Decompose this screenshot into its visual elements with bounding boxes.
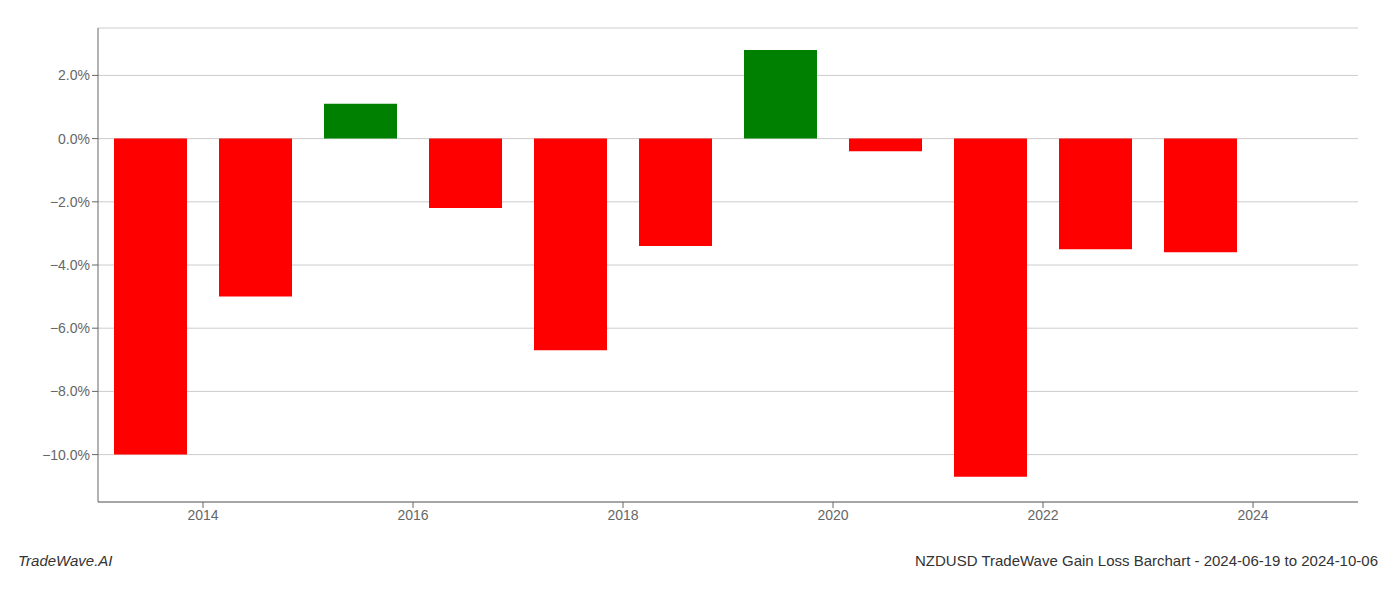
svg-text:−8.0%: −8.0%	[50, 383, 90, 399]
svg-text:2018: 2018	[607, 507, 638, 523]
svg-text:2022: 2022	[1027, 507, 1058, 523]
html-text:NZDUSD TradeWave Gain Loss Bar: NZDUSD TradeWave Gain Loss Barchart - 20…	[915, 552, 1378, 569]
svg-text:2.0%: 2.0%	[58, 67, 90, 83]
svg-text:2020: 2020	[817, 507, 848, 523]
svg-text:0.0%: 0.0%	[58, 131, 90, 147]
html-text:TradeWave.AI: TradeWave.AI	[18, 552, 113, 569]
svg-text:−4.0%: −4.0%	[50, 257, 90, 273]
svg-text:−2.0%: −2.0%	[50, 194, 90, 210]
svg-text:2014: 2014	[187, 507, 218, 523]
svg-text:2024: 2024	[1237, 507, 1268, 523]
svg-text:−10.0%: −10.0%	[42, 447, 90, 463]
svg-text:2016: 2016	[397, 507, 428, 523]
svg-text:−6.0%: −6.0%	[50, 320, 90, 336]
